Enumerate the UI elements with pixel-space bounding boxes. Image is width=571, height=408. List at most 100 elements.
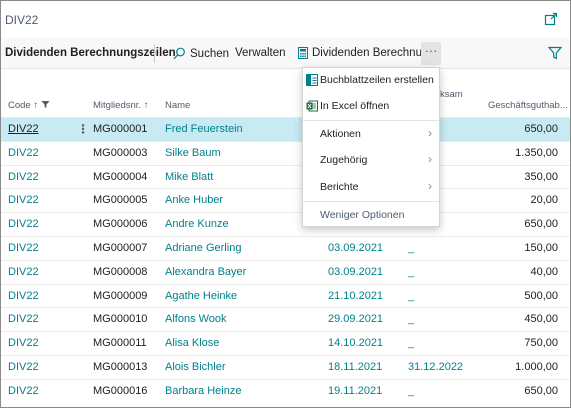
menu-item-reports[interactable]: Berichte ›: [303, 174, 439, 200]
cell-name[interactable]: Alisa Klose: [165, 337, 220, 350]
table-row[interactable]: DIV22 MG000006 Andre Kunze 650,00: [1, 212, 570, 236]
cell-name[interactable]: Adriane Gerling: [165, 242, 242, 254]
menu-item-open-in-excel[interactable]: In Excel öffnen: [303, 94, 439, 120]
cell-date[interactable]: 03.09.2021: [328, 265, 384, 278]
cell-balance: 750,00: [524, 337, 558, 350]
cell-name[interactable]: Alois Bichler: [165, 361, 226, 373]
col-header-code[interactable]: Code ↑: [8, 100, 50, 111]
cell-balance: 650,00: [524, 384, 558, 397]
cell-code[interactable]: DIV22: [8, 265, 39, 278]
cell-end-date[interactable]: 31.12.2022: [408, 361, 464, 373]
table-row[interactable]: DIV22 MG000008 Alexandra Bayer 03.09.2021 _ 4…: [1, 259, 570, 284]
data-grid: Code ↑ Mitgliedsnr. ↑ Name ksam Geschäft…: [1, 70, 570, 407]
chevron-right-icon: ›: [428, 126, 432, 140]
grid-header: Code ↑ Mitgliedsnr. ↑ Name ksam Geschäft…: [1, 70, 570, 116]
cell-balance: 1.350,00: [515, 146, 558, 159]
excel-icon: [306, 100, 318, 112]
more-options-button[interactable]: ···: [421, 42, 441, 65]
cell-name[interactable]: Alfons Wook: [165, 313, 227, 326]
cell-balance: 650,00: [524, 218, 558, 231]
table-row[interactable]: DIV22 MG000010 Alfons Wook 29.09.2021 _ 450,0…: [1, 307, 570, 331]
cell-member-no: MG000009: [93, 289, 148, 302]
cell-date[interactable]: 29.09.2021: [328, 313, 384, 326]
title-bar: DIV22: [1, 1, 570, 37]
cell-end-date[interactable]: _: [408, 384, 415, 397]
col-header-member[interactable]: Mitgliedsnr. ↑: [93, 100, 148, 111]
table-row[interactable]: DIV22 MG000016 Barbara Heinze 19.11.2021 _ 65…: [1, 378, 570, 403]
cell-end-date[interactable]: _: [408, 242, 415, 254]
cell-date[interactable]: 19.11.2021: [328, 384, 383, 397]
col-header-member-label: Mitgliedsnr.: [93, 100, 142, 111]
cell-name[interactable]: Fred Feuerstein: [165, 123, 243, 135]
cell-code[interactable]: DIV22: [8, 289, 39, 302]
menu-item-related[interactable]: Zugehörig ›: [303, 147, 439, 173]
cell-date[interactable]: 18.11.2021: [328, 361, 383, 373]
filter-icon[interactable]: [548, 46, 562, 60]
menu-item-fewer-options[interactable]: Weniger Optionen: [303, 202, 439, 228]
dividend-calc-button[interactable]: Dividenden Berechnung: [298, 47, 435, 59]
col-header-balance[interactable]: Geschäftsguthab...: [488, 100, 568, 111]
cell-member-no: MG000007: [93, 242, 148, 254]
calculator-icon: [298, 47, 308, 59]
table-row[interactable]: DIV22 MG000003 Silke Baum 1.350,00: [1, 140, 570, 165]
cell-member-no: MG000010: [93, 313, 148, 326]
page-title: DIV22: [5, 13, 39, 27]
cell-name[interactable]: Mike Blatt: [165, 170, 214, 183]
cell-date[interactable]: 03.09.2021: [328, 242, 384, 254]
cell-code[interactable]: DIV22: [8, 194, 39, 207]
cell-balance: 40,00: [530, 265, 558, 278]
column-filter-icon: [41, 101, 50, 108]
cell-end-date[interactable]: _: [408, 337, 415, 350]
cell-end-date[interactable]: _: [408, 289, 415, 302]
table-row[interactable]: DIV22 MG000007 Adriane Gerling 03.09.2021 _ 1…: [1, 236, 570, 260]
action-bar-separator: [154, 44, 155, 63]
table-row[interactable]: DIV22 MG000001 Fred Feuerstein 650,00 ⋮: [1, 117, 570, 141]
expand-icon[interactable]: [544, 12, 558, 26]
sort-asc-icon: ↑: [143, 100, 149, 111]
cell-member-no: MG000005: [93, 194, 148, 207]
row-actions-icon[interactable]: ⋮: [77, 122, 89, 136]
cell-balance: 1.000,00: [515, 361, 558, 373]
cell-name[interactable]: Anke Huber: [165, 194, 224, 207]
cell-code[interactable]: DIV22: [8, 170, 39, 183]
cell-date[interactable]: 14.10.2021: [328, 337, 384, 350]
cell-end-date[interactable]: _: [408, 265, 415, 278]
cell-code[interactable]: DIV22: [8, 146, 39, 159]
table-row[interactable]: DIV22 MG000005 Anke Huber 20,00: [1, 188, 570, 212]
cell-code[interactable]: DIV22: [8, 384, 39, 397]
cell-end-date[interactable]: _: [408, 313, 415, 326]
cell-member-no: MG000011: [93, 337, 147, 350]
cell-code[interactable]: DIV22: [8, 337, 39, 350]
col-header-name[interactable]: Name: [165, 100, 190, 111]
cell-name[interactable]: Agathe Heinke: [165, 289, 238, 302]
cell-code[interactable]: DIV22: [8, 218, 39, 231]
menu-item-label: Weniger Optionen: [320, 209, 405, 221]
table-row[interactable]: DIV22 MG000011 Alisa Klose 14.10.2021 _ 750,0…: [1, 331, 570, 355]
col-header-effective[interactable]: ksam: [440, 89, 463, 100]
menu-divider: [303, 201, 439, 202]
col-header-code-label: Code: [8, 100, 31, 111]
search-label: Suchen: [190, 47, 230, 60]
menu-item-label: Buchblattzeilen erstellen: [320, 74, 434, 86]
table-row[interactable]: DIV22 MG000004 Mike Blatt 350,00: [1, 164, 570, 189]
cell-code[interactable]: DIV22: [8, 313, 39, 326]
menu-item-actions[interactable]: Aktionen ›: [303, 121, 439, 147]
menu-item-create-journal-lines[interactable]: Buchblattzeilen erstellen: [303, 68, 439, 94]
manage-button[interactable]: Verwalten: [235, 47, 286, 59]
cell-member-no: MG000004: [93, 170, 148, 183]
cell-balance: 350,00: [524, 170, 558, 183]
cell-name[interactable]: Silke Baum: [165, 146, 221, 159]
cell-code[interactable]: DIV22: [8, 242, 39, 254]
cell-name[interactable]: Andre Kunze: [165, 218, 229, 231]
cell-name[interactable]: Alexandra Bayer: [165, 265, 247, 278]
cell-balance: 150,00: [524, 242, 558, 254]
cell-code[interactable]: DIV22: [8, 123, 39, 135]
cell-member-no: MG000006: [93, 218, 148, 231]
cell-name[interactable]: Barbara Heinze: [165, 384, 242, 397]
cell-date[interactable]: 21.10.2021: [328, 289, 384, 302]
table-row[interactable]: DIV22 MG000013 Alois Bichler 18.11.2021 31.1…: [1, 355, 570, 379]
chevron-right-icon: ›: [428, 179, 432, 193]
table-row[interactable]: DIV22 MG000009 Agathe Heinke 21.10.2021 _ 500…: [1, 283, 570, 308]
search-button[interactable]: Suchen: [173, 47, 229, 60]
cell-code[interactable]: DIV22: [8, 361, 39, 373]
